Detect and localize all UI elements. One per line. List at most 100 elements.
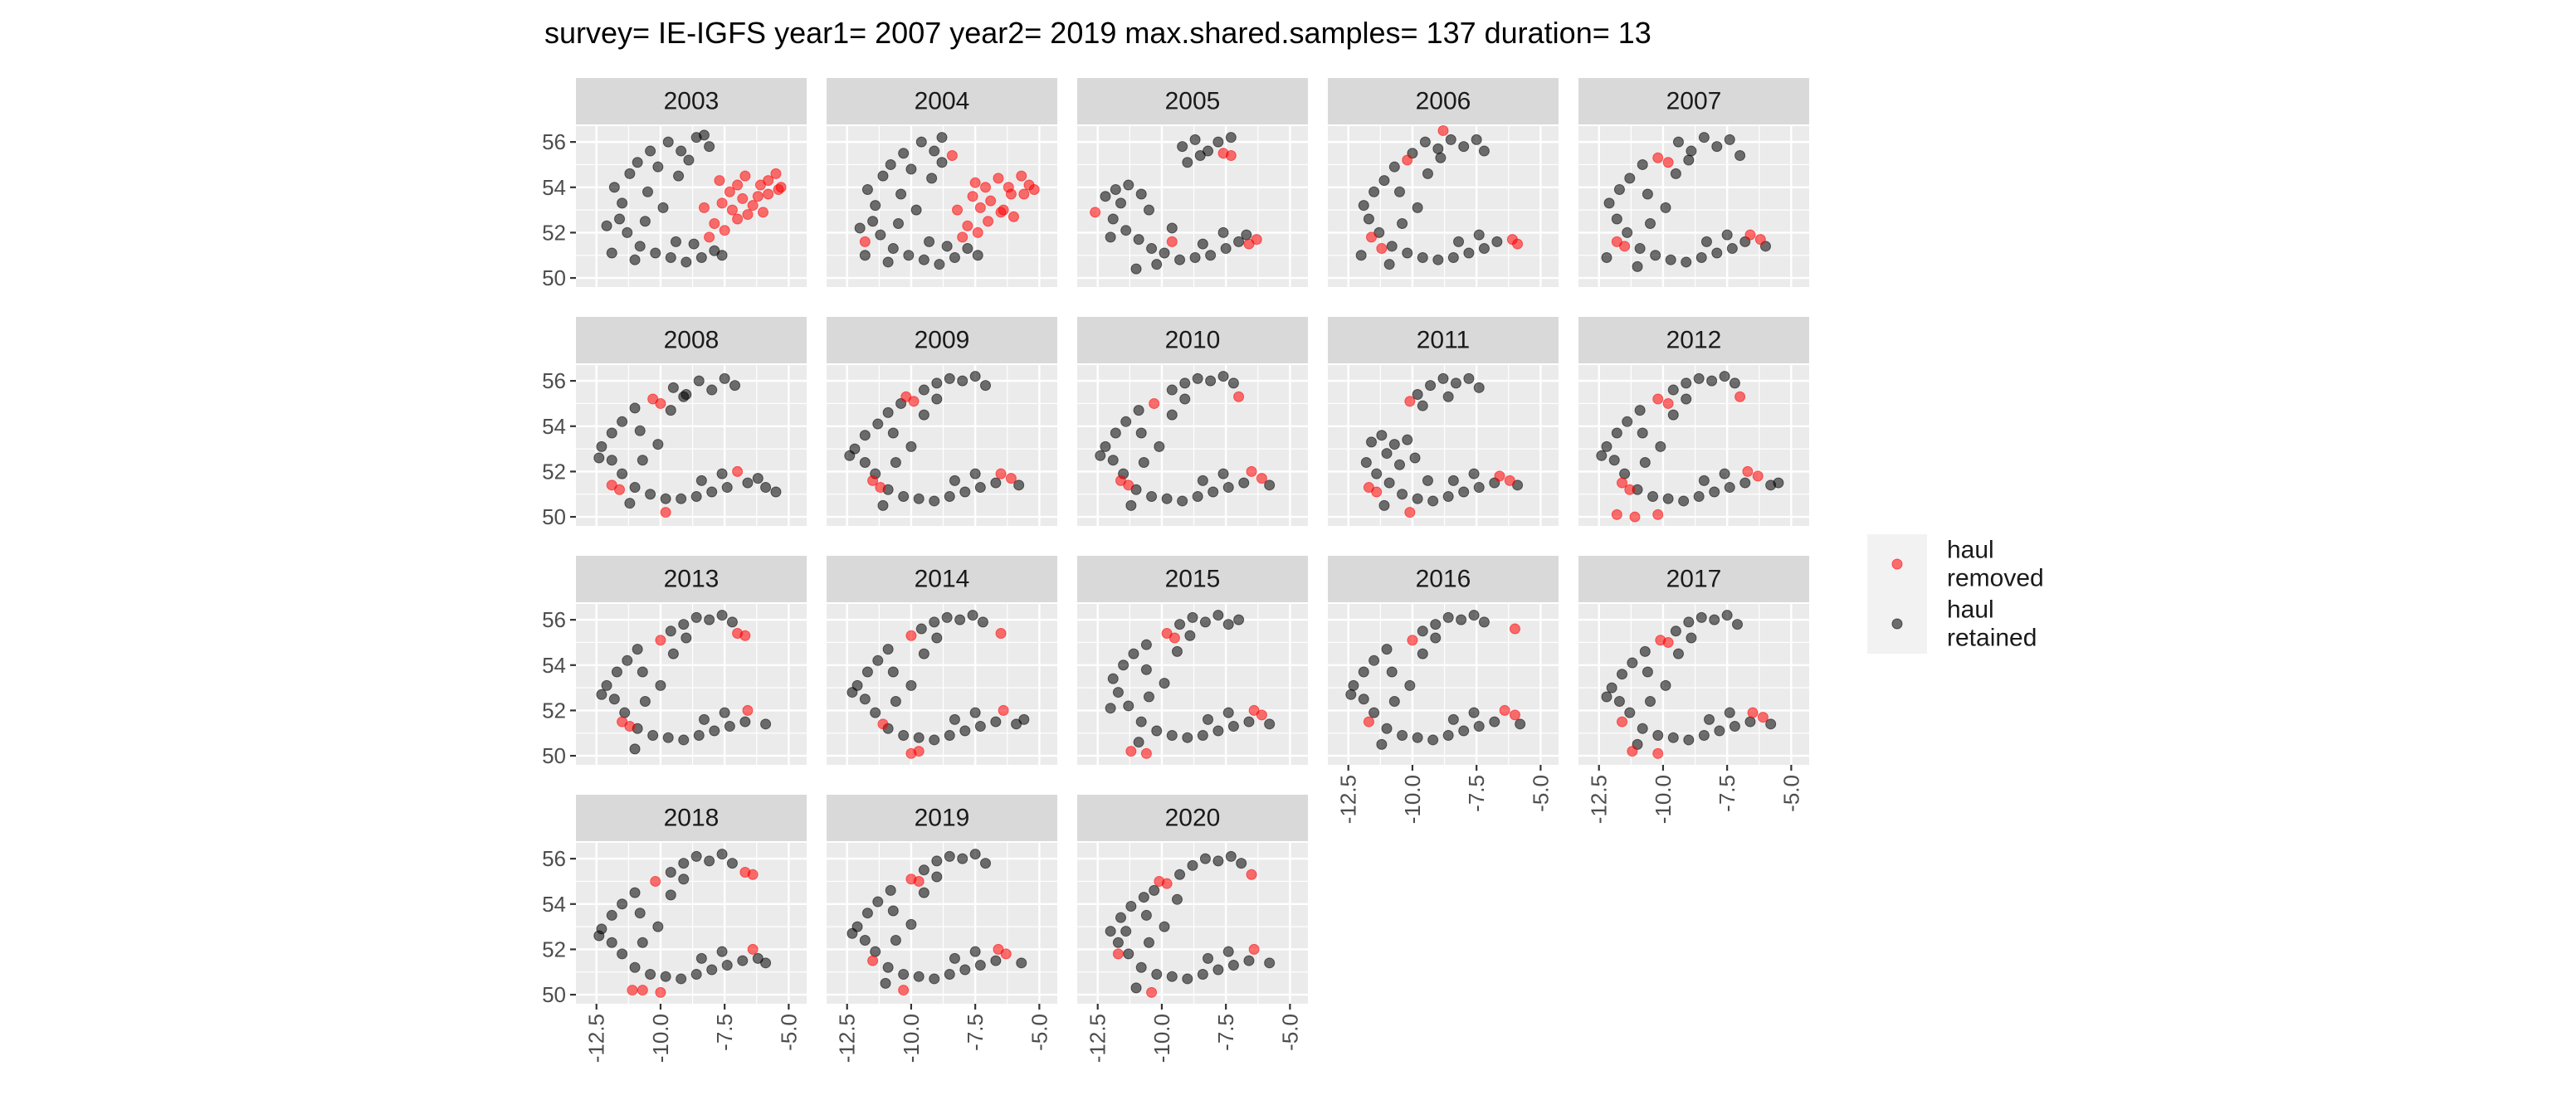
data-point-retained [660,971,671,982]
data-point-retained [1187,611,1198,623]
panel-background [1578,604,1809,765]
data-point-retained [1233,614,1245,625]
data-point-retained [1478,616,1490,628]
data-point-removed [770,168,782,179]
data-point-removed [1225,150,1237,162]
data-point-retained [1445,134,1456,145]
data-point-retained [634,908,646,919]
data-point-retained [704,855,715,867]
data-point-retained [1212,610,1224,621]
panel-background [576,126,807,287]
data-point-retained [593,930,605,942]
data-point-retained [1660,202,1671,213]
facet-strip [827,78,1057,124]
data-point-removed [962,220,973,231]
data-point-retained [673,170,685,182]
data-point-retained [676,973,687,985]
data-point-removed [1090,207,1101,218]
data-point-retained [1471,134,1482,145]
data-point-retained [665,889,676,901]
data-point-retained [1447,251,1459,263]
y-tick-label: 54 [542,414,566,439]
data-point-retained [1151,725,1163,737]
data-point-retained [1719,468,1730,479]
data-point-retained [1171,645,1183,657]
data-point-retained [887,905,899,917]
data-point-retained [678,874,690,885]
legend-label: removed [1947,565,2044,592]
data-point-removed [739,630,751,641]
data-point-retained [1368,707,1380,718]
data-point-retained [870,200,881,212]
data-point-retained [949,713,960,725]
data-point-retained [1140,639,1152,650]
data-point-retained [859,694,871,705]
data-point-retained [760,718,772,730]
data-point-retained [1233,236,1245,247]
data-point-removed [969,177,981,188]
data-point-retained [1135,716,1147,728]
data-point-retained [954,614,966,625]
data-point-retained [926,173,938,184]
data-point-retained [678,391,690,402]
data-point-retained [690,968,702,980]
data-point-removed [974,202,986,213]
data-point-retained [898,490,910,502]
data-point-retained [1146,490,1158,502]
data-point-retained [1135,427,1147,439]
data-point-retained [1473,721,1485,732]
data-point-retained [1639,456,1651,468]
data-point-retained [683,154,695,166]
data-point-retained [1458,725,1470,737]
x-tick-label: -12.5 [584,1014,609,1063]
data-point-retained [1458,141,1470,153]
data-point-retained [918,864,929,876]
data-point-retained [846,927,858,939]
data-point-retained [1430,619,1442,630]
x-tick-label: -12.5 [835,1014,860,1063]
data-point-removed [1256,473,1267,484]
data-point-retained [1227,377,1239,389]
data-point-retained [1478,145,1490,157]
data-point-retained [690,850,702,862]
x-tick-label: -10.0 [1651,775,1676,824]
data-point-retained [929,734,940,746]
data-point-retained [1468,468,1480,479]
data-point-retained [1662,493,1674,504]
x-tick-label: -12.5 [1587,775,1612,824]
data-point-removed [1123,479,1134,491]
x-tick-label: -10.0 [899,1014,924,1063]
data-point-retained [1603,197,1615,209]
data-point-retained [1197,968,1208,980]
data-point-removed [905,630,917,641]
chart-title: survey= IE-IGFS year1= 2007 year2= 2019 … [544,16,1651,50]
data-point-removed [972,226,983,238]
data-point-retained [924,236,935,247]
data-point-removed [624,721,636,732]
data-point-retained [1135,188,1147,200]
data-point-removed [1149,397,1160,409]
data-point-retained [1105,231,1116,243]
data-point-retained [1655,440,1666,452]
data-point-retained [859,430,871,441]
data-point-removed [1494,470,1505,482]
data-point-retained [726,616,738,628]
data-point-retained [1112,687,1124,698]
facet-strip [827,317,1057,363]
facet-panel-2014: 2014 [827,556,1057,765]
data-point-removed [1363,716,1374,728]
data-point-retained [936,157,948,168]
data-point-retained [1212,725,1224,737]
data-point-removed [1734,391,1746,402]
data-point-retained [918,648,929,659]
data-point-removed [1744,229,1756,241]
data-point-retained [861,666,873,678]
data-point-retained [670,236,681,247]
data-point-retained [629,482,641,494]
facet-strip [576,556,807,602]
data-point-retained [1197,238,1208,250]
data-point-retained [665,625,676,637]
data-point-retained [634,241,646,252]
data-point-retained [1345,689,1357,700]
data-point-retained [1672,136,1684,148]
